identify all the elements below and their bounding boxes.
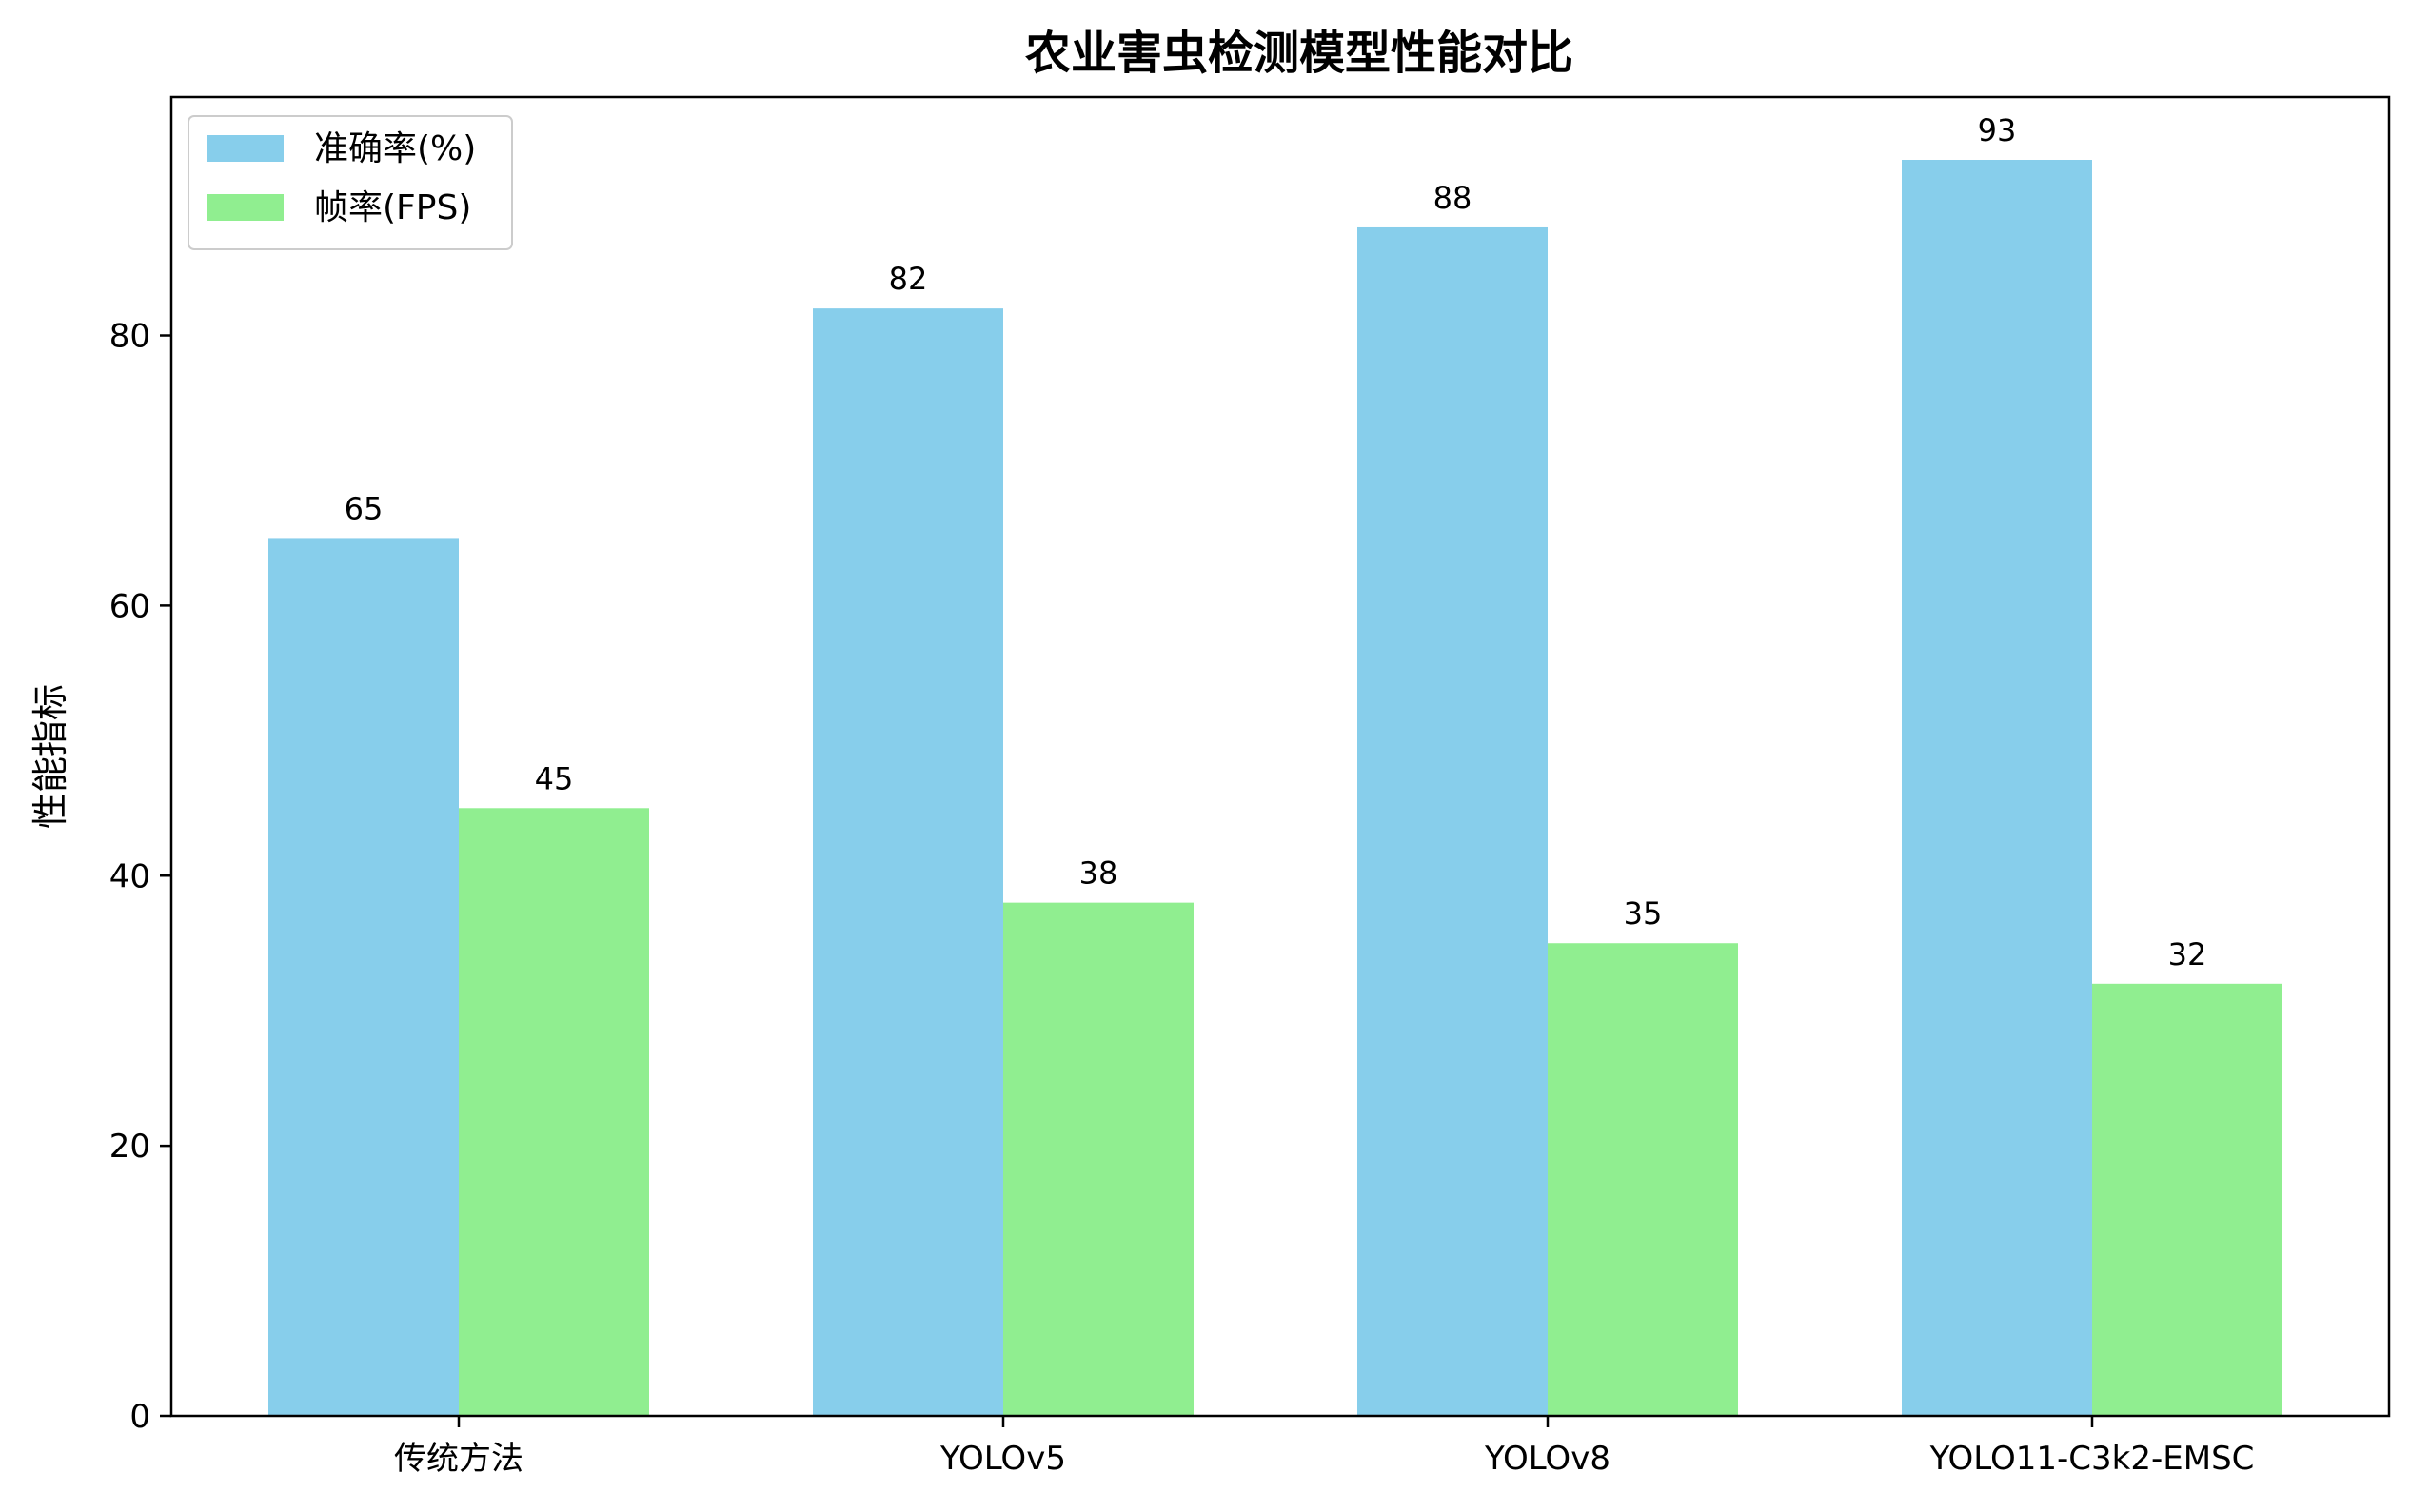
value-labels: 65 45 82 38 88 35 93 32 xyxy=(345,112,2207,972)
data-label: 93 xyxy=(1978,112,2017,148)
plot-bars xyxy=(268,160,2282,1416)
data-label: 65 xyxy=(345,490,384,526)
data-label: 38 xyxy=(1079,855,1118,892)
y-tick-label: 40 xyxy=(109,857,150,895)
data-label: 32 xyxy=(2168,936,2207,972)
x-tick-label: YOLOv8 xyxy=(1484,1440,1610,1478)
x-tick-label: YOLO11-C3k2-EMSC xyxy=(1929,1440,2255,1478)
bar xyxy=(1357,226,1548,1416)
data-label: 35 xyxy=(1624,895,1663,932)
legend-label: 帧率(FPS) xyxy=(314,188,471,227)
x-tick-label: 传统方法 xyxy=(394,1440,523,1478)
y-axis: 0 20 40 60 80 xyxy=(109,318,171,1436)
y-tick-label: 60 xyxy=(109,587,150,625)
bar xyxy=(268,538,459,1416)
data-label: 45 xyxy=(535,760,574,796)
bar xyxy=(1548,943,1738,1416)
bar xyxy=(2092,983,2282,1416)
y-axis-label: 性能指标 xyxy=(30,684,71,829)
plot-frame xyxy=(169,95,2391,1418)
bar xyxy=(459,808,649,1416)
legend: 准确率(%) 帧率(FPS) xyxy=(188,115,513,250)
bar xyxy=(813,308,1003,1416)
y-tick-label: 80 xyxy=(109,318,150,356)
legend-label: 准确率(%) xyxy=(314,129,476,168)
y-tick-label: 0 xyxy=(129,1398,150,1436)
legend-swatch xyxy=(207,135,284,162)
chart-title: 农业害虫检测模型性能对比 xyxy=(1025,27,1573,80)
legend-swatch xyxy=(207,194,284,221)
data-label: 82 xyxy=(889,261,928,297)
bar xyxy=(1003,902,1194,1416)
bar xyxy=(1902,160,2092,1416)
x-axis: 传统方法 YOLOv5 YOLOv8 YOLO11-C3k2-EMSC xyxy=(394,1416,2254,1478)
y-tick-label: 20 xyxy=(109,1128,150,1166)
data-label: 88 xyxy=(1433,180,1472,216)
x-tick-label: YOLOv5 xyxy=(939,1440,1066,1478)
